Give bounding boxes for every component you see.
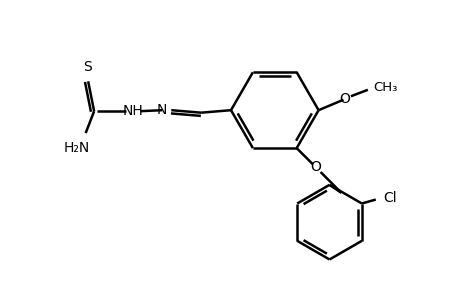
Text: Cl: Cl <box>382 190 396 205</box>
Text: O: O <box>338 92 349 106</box>
Text: S: S <box>83 60 91 74</box>
Text: H₂N: H₂N <box>63 141 90 155</box>
Text: CH₃: CH₃ <box>373 81 397 94</box>
Text: NH: NH <box>123 104 144 118</box>
Text: N: N <box>157 103 167 117</box>
Text: O: O <box>309 160 320 174</box>
Text: methyl: methyl <box>375 89 380 90</box>
